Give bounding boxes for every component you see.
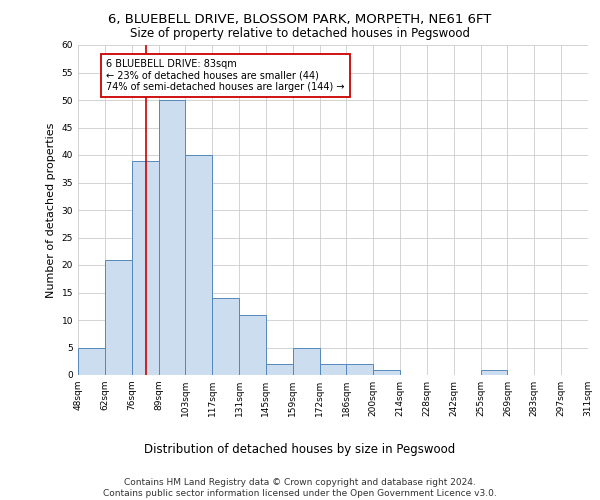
Bar [131,160,158,375]
Bar [293,348,320,375]
Bar [373,370,400,375]
Bar [78,348,105,375]
Bar [105,260,131,375]
Text: Distribution of detached houses by size in Pegswood: Distribution of detached houses by size … [145,442,455,456]
Bar [185,155,212,375]
Bar [481,370,508,375]
Bar [158,100,185,375]
Bar [346,364,373,375]
Bar [266,364,293,375]
Text: 6 BLUEBELL DRIVE: 83sqm
← 23% of detached houses are smaller (44)
74% of semi-de: 6 BLUEBELL DRIVE: 83sqm ← 23% of detache… [106,58,344,92]
Text: Contains HM Land Registry data © Crown copyright and database right 2024.
Contai: Contains HM Land Registry data © Crown c… [103,478,497,498]
Bar [239,314,266,375]
Y-axis label: Number of detached properties: Number of detached properties [46,122,56,298]
Bar [212,298,239,375]
Text: Size of property relative to detached houses in Pegswood: Size of property relative to detached ho… [130,28,470,40]
Bar [320,364,346,375]
Text: 6, BLUEBELL DRIVE, BLOSSOM PARK, MORPETH, NE61 6FT: 6, BLUEBELL DRIVE, BLOSSOM PARK, MORPETH… [109,12,491,26]
